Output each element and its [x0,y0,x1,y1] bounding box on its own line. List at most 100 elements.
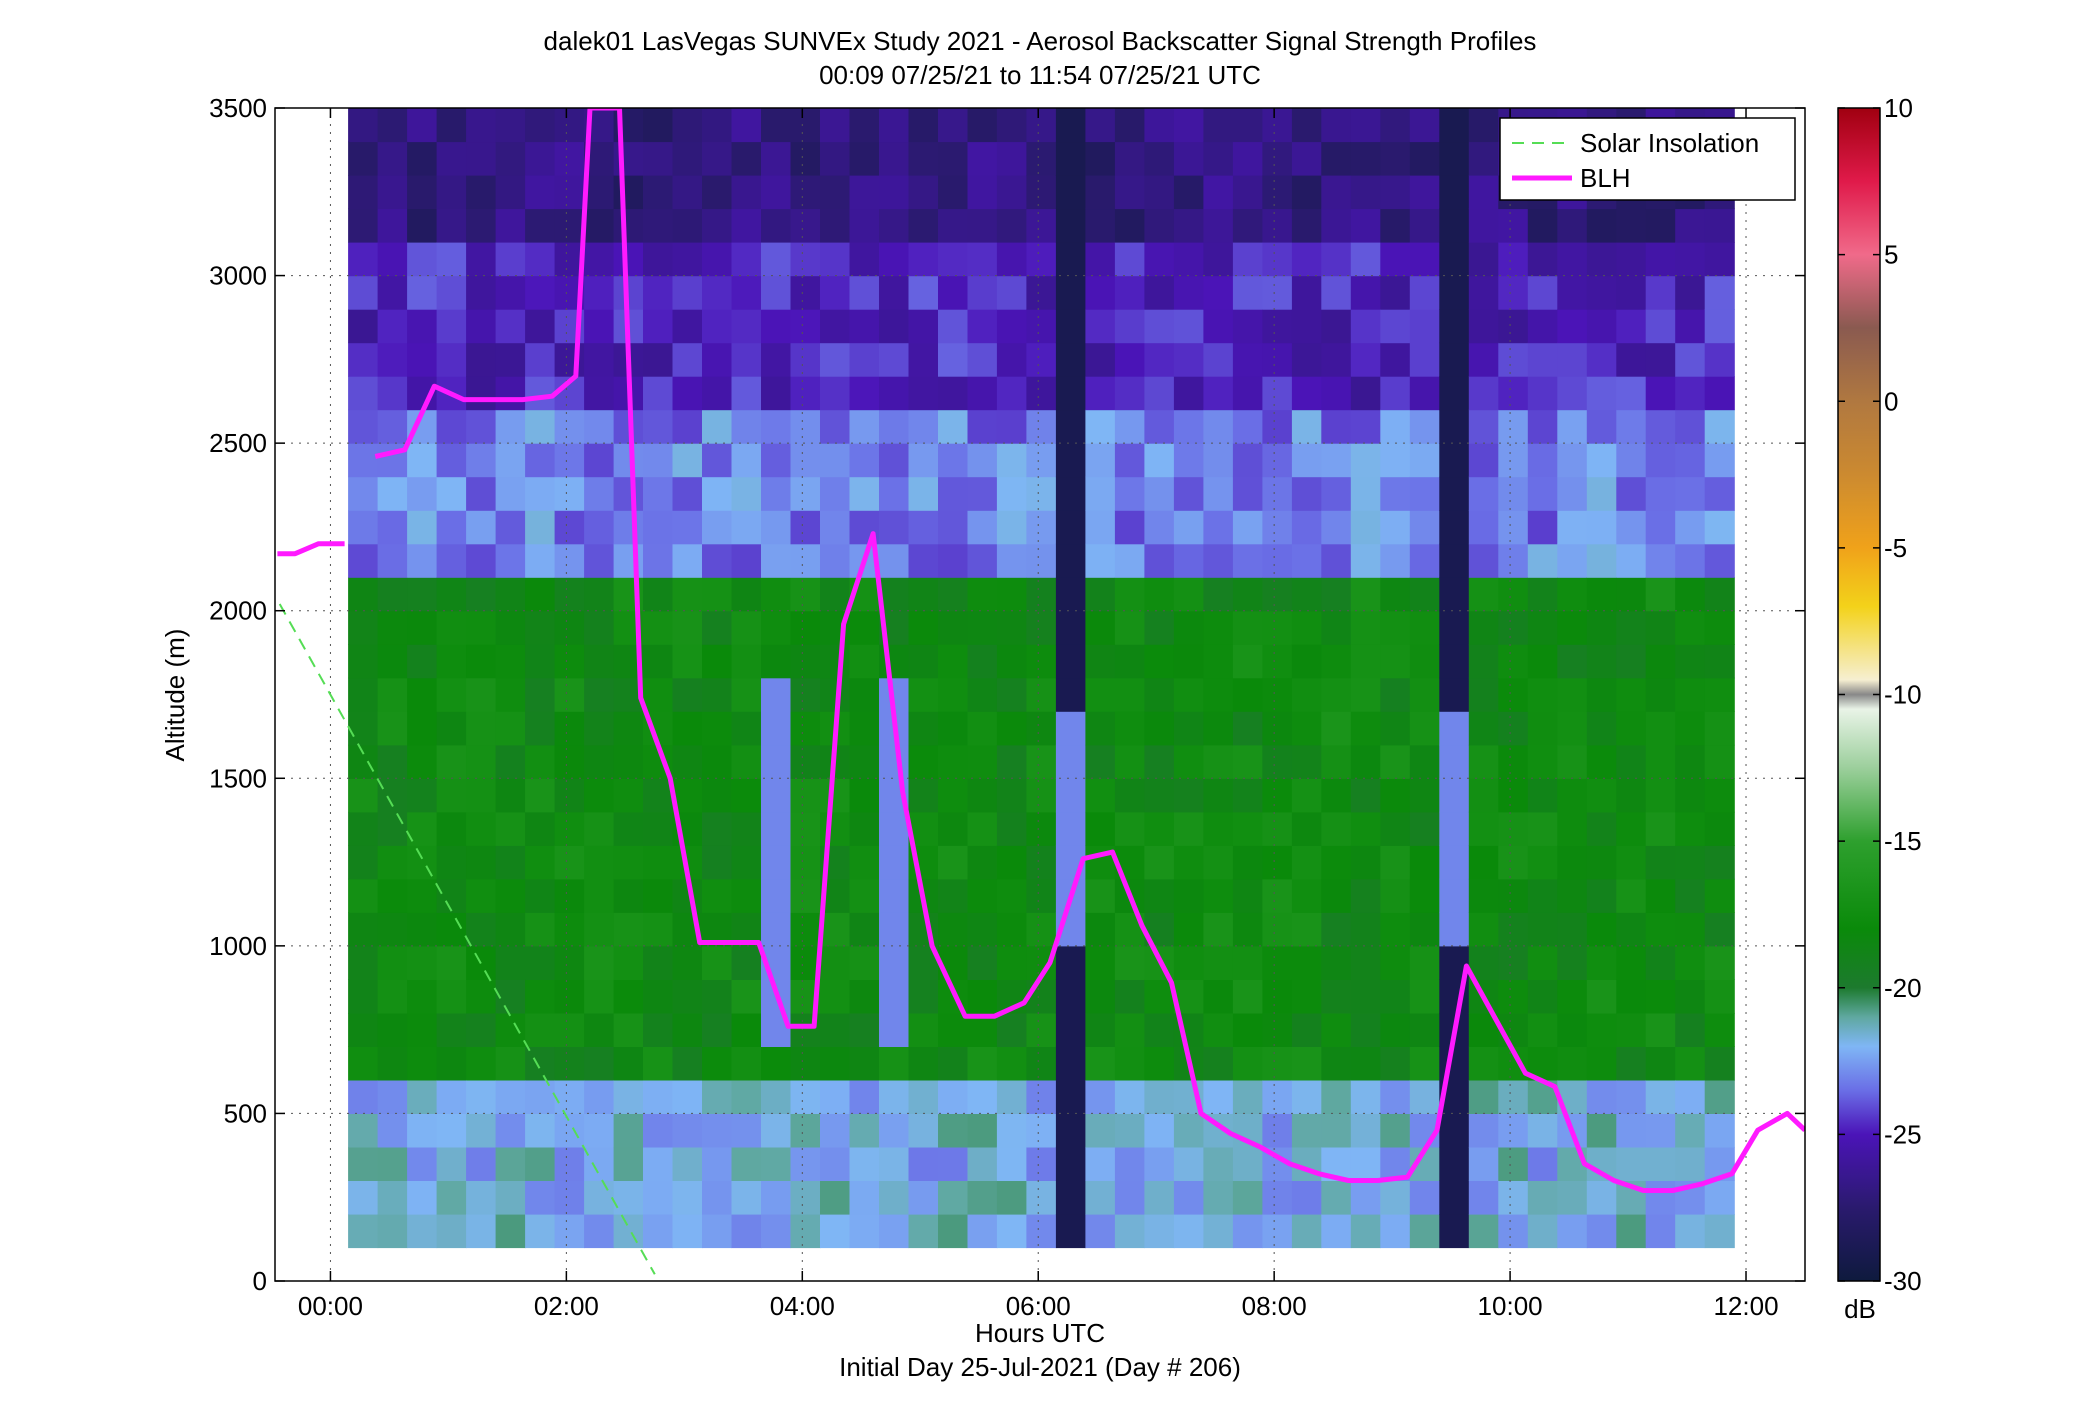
heatmap-cell [377,912,408,947]
heatmap-cell [1114,409,1145,444]
heatmap-cell [702,208,733,243]
heatmap-cell [643,309,674,344]
heatmap-cell [643,912,674,947]
heatmap-cell [761,409,792,444]
heatmap-cell [1085,878,1116,913]
heatmap-cell [996,945,1027,980]
heatmap-cell [1203,409,1234,444]
heatmap-cell [1114,510,1145,545]
heatmap-cell [1468,510,1499,545]
heatmap-cell [1439,275,1470,310]
heatmap-cell [1498,845,1529,880]
heatmap-cell [967,945,998,980]
heatmap-cell [761,610,792,645]
series-layer [277,108,1805,1275]
heatmap-cell [790,208,821,243]
heatmap-cell [1498,208,1529,243]
heatmap-cell [1232,443,1263,478]
heatmap-cell [1291,979,1322,1014]
heatmap-cell [1350,376,1381,411]
heatmap-cell [790,342,821,377]
heatmap-cell [1114,744,1145,779]
heatmap-cell [938,811,969,846]
heatmap-cell [377,1046,408,1081]
heatmap-cell [879,275,910,310]
heatmap-cell [702,1113,733,1148]
heatmap-cell [1350,811,1381,846]
heatmap-cell [554,1214,585,1249]
heatmap-cell [731,208,762,243]
heatmap-cell [1291,108,1322,143]
heatmap-cell [525,811,556,846]
heatmap-cell [554,108,585,143]
heatmap-cell [613,1146,644,1181]
heatmap-cell [967,778,998,813]
heatmap-cell [996,912,1027,947]
heatmap-cell [1380,945,1411,980]
heatmap-cell [1409,376,1440,411]
heatmap-cell [879,208,910,243]
heatmap-cell [584,811,615,846]
heatmap-cell [1350,342,1381,377]
heatmap-cell [1557,476,1588,511]
heatmap-cell [1026,175,1057,210]
heatmap-cell [525,1079,556,1114]
colorbar-unit: dB [1844,1294,1876,1324]
heatmap-cell [702,845,733,880]
heatmap-cell [879,1113,910,1148]
heatmap-cell [1232,577,1263,612]
heatmap-cell [407,1113,438,1148]
heatmap-cell [1498,912,1529,947]
heatmap-cell [613,1012,644,1047]
heatmap-cell [377,1079,408,1114]
heatmap-cell [790,543,821,578]
heatmap-cell [1291,275,1322,310]
heatmap-cell [436,242,467,277]
heatmap-cell [702,443,733,478]
heatmap-cell [761,443,792,478]
heatmap-cell [967,1180,998,1215]
heatmap-cell [1586,409,1617,444]
heatmap-cell [1055,1046,1086,1081]
heatmap-cell [761,912,792,947]
heatmap-cell [1173,141,1204,176]
heatmap-cell [1350,476,1381,511]
heatmap-cell [1616,1214,1647,1249]
heatmap-cell [1439,342,1470,377]
heatmap-cell [1055,510,1086,545]
heatmap-cell [1616,510,1647,545]
heatmap-cell [643,543,674,578]
heatmap-cell [1173,845,1204,880]
heatmap-cell [1232,1214,1263,1249]
heatmap-cell [1616,811,1647,846]
heatmap-cell [1409,577,1440,612]
heatmap-cell [1616,242,1647,277]
heatmap-cell [584,1012,615,1047]
heatmap-cell [1026,543,1057,578]
heatmap-cell [1645,275,1676,310]
heatmap-cell [407,845,438,880]
heatmap-cell [1085,1046,1116,1081]
heatmap-cell [613,711,644,746]
heatmap-cell [554,342,585,377]
heatmap-cell [495,677,526,712]
heatmap-cell [1527,476,1558,511]
heatmap-cell [1380,912,1411,947]
heatmap-cell [643,677,674,712]
heatmap-cell [996,443,1027,478]
heatmap-cell [938,1079,969,1114]
heatmap-cell [1232,677,1263,712]
heatmap-cell [348,677,379,712]
heatmap-cell [643,1113,674,1148]
heatmap-cell [1055,1146,1086,1181]
heatmap-cell [1350,979,1381,1014]
heatmap-cell [790,409,821,444]
heatmap-cell [1262,309,1293,344]
heatmap-cell [967,1214,998,1249]
heatmap-cell [613,744,644,779]
heatmap-cell [466,309,497,344]
heatmap-cell [1262,141,1293,176]
heatmap-cell [495,912,526,947]
heatmap-cell [1645,342,1676,377]
heatmap-cell [790,811,821,846]
